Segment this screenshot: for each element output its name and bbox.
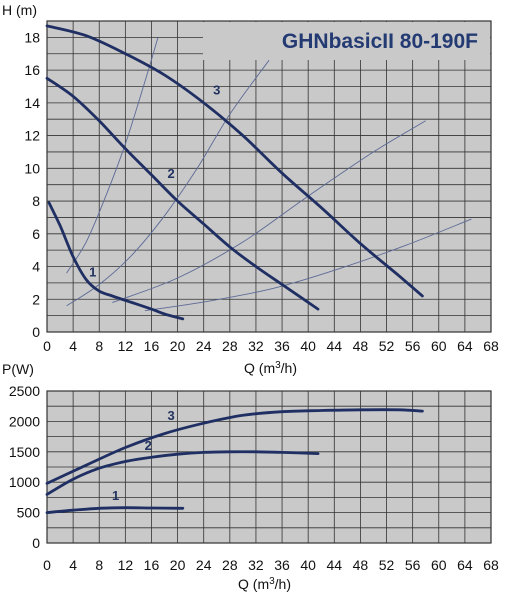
- power-x-tick-label: 32: [248, 557, 264, 573]
- head-plot-area: [46, 20, 492, 333]
- power-x-tick-label: 0: [43, 557, 51, 573]
- head-y-tick-label: 0: [32, 324, 40, 340]
- power-curve-label-1: 1: [112, 488, 119, 503]
- power-curve-label-2: 2: [145, 438, 152, 453]
- head-y-tick-label: 10: [24, 160, 40, 176]
- head-system-curve-3: [112, 120, 426, 303]
- head-curve-label-1: 1: [89, 264, 96, 279]
- head-y-tick-label: 18: [24, 29, 40, 45]
- head-x-tick-label: 4: [69, 338, 77, 354]
- head-x-tick-label: 36: [274, 338, 290, 354]
- head-y-tick-label: 8: [32, 193, 40, 209]
- power-curve-2: [45, 450, 320, 496]
- head-curve-3: [45, 24, 424, 298]
- power-chart: 0 4 8 12 16 20 24 28 32 36 40 44 48 52 56 60 64 680500100…: [9, 383, 499, 573]
- head-x-tick-label: 64: [457, 338, 473, 354]
- power-x-tick-label: 24: [196, 557, 212, 573]
- power-x-tick-label: 16: [144, 557, 160, 573]
- power-x-tick-label: 60: [431, 557, 447, 573]
- head-y-tick-label: 12: [24, 128, 40, 144]
- power-axis-title: P(W): [2, 361, 34, 377]
- head-x-tick-label: 0: [43, 338, 51, 354]
- head-x-tick-label: 24: [196, 338, 212, 354]
- head-x-tick-label: 48: [353, 338, 369, 354]
- power-x-tick-label: 12: [118, 557, 134, 573]
- power-x-tick-label: 28: [222, 557, 238, 573]
- head-y-tick-label: 6: [32, 226, 40, 242]
- head-curve-label-2: 2: [167, 166, 174, 181]
- head-curve-label-3: 3: [213, 83, 220, 98]
- chart-title: GHNbasicII 80-190F: [282, 30, 478, 53]
- power-curve-3: [45, 408, 424, 485]
- power-y-tick-label: 1000: [9, 474, 40, 490]
- head-x-tick-label: 16: [144, 338, 160, 354]
- chart-title-box: [203, 22, 490, 60]
- power-y-tick-label: 0: [32, 535, 40, 551]
- power-x-tick-label: 4: [69, 557, 77, 573]
- head-x-tick-label: 20: [170, 338, 186, 354]
- power-x-tick-label: 48: [353, 557, 369, 573]
- power-x-tick-label: 56: [405, 557, 421, 573]
- head-y-tick-label: 4: [32, 259, 40, 275]
- power-y-tick-label: 500: [17, 505, 41, 521]
- head-x-tick-label: 68: [483, 338, 499, 354]
- power-x-tick-label: 36: [274, 557, 290, 573]
- head-y-tick-label: 2: [32, 291, 40, 307]
- head-x-tick-label: 12: [118, 338, 134, 354]
- head-x-tick-label: 8: [95, 338, 103, 354]
- head-system-curve-2: [66, 60, 270, 307]
- head-axis-title: H (m): [2, 2, 37, 18]
- power-x-tick-label: 44: [327, 557, 343, 573]
- head-y-tick-label: 16: [24, 62, 40, 78]
- head-system-curve-4: [144, 218, 472, 312]
- power-y-tick-label: 1500: [9, 444, 40, 460]
- head-x-tick-label: 28: [222, 338, 238, 354]
- power-curve-1: [45, 506, 185, 514]
- head-y-tick-label: 14: [24, 95, 40, 111]
- head-x-tick-label: 32: [248, 338, 264, 354]
- head-x-axis-title: Q (m3/h): [244, 360, 297, 376]
- head-x-tick-label: 60: [431, 338, 447, 354]
- power-y-tick-label: 2000: [9, 413, 40, 429]
- head-x-tick-label: 56: [405, 338, 421, 354]
- head-curve-1: [47, 201, 185, 321]
- head-chart: 0 4 8 12 16 20 24 28 32 36 40 44 48 52 56 60 64 680246810…: [24, 20, 499, 354]
- head-x-tick-label: 52: [379, 338, 395, 354]
- head-x-tick-label: 44: [327, 338, 343, 354]
- head-system-curve-1: [66, 37, 159, 274]
- power-y-tick-label: 2500: [9, 383, 40, 399]
- power-x-tick-label: 40: [300, 557, 316, 573]
- power-x-tick-label: 8: [95, 557, 103, 573]
- head-curve-2: [45, 76, 320, 311]
- power-x-tick-label: 68: [483, 557, 499, 573]
- power-x-tick-label: 52: [379, 557, 395, 573]
- power-curve-label-3: 3: [167, 408, 174, 423]
- power-x-tick-label: 20: [170, 557, 186, 573]
- head-x-tick-label: 40: [300, 338, 316, 354]
- power-x-tick-label: 64: [457, 557, 473, 573]
- power-x-axis-title: Q (m3/h): [238, 576, 291, 592]
